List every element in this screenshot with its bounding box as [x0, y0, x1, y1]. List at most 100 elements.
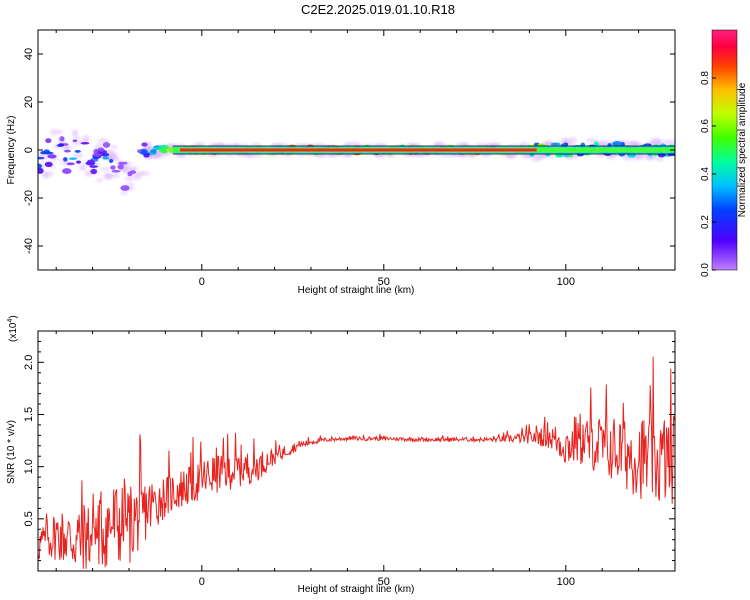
snr-frame: [37, 330, 676, 572]
heatmap-blob-mark: [66, 162, 75, 166]
heatmap-marks: [38, 129, 675, 195]
heatmap-halo-mark: [125, 182, 135, 187]
heatmap-halo-mark: [56, 129, 64, 135]
heatmap-blob-mark: [40, 151, 47, 155]
snr-y-tick-label: 1.5: [23, 407, 35, 422]
colorbar: 0.0 0.2 0.4 0.6 0.8 Normalized spectral ampl…: [700, 29, 748, 277]
heatmap-blob-mark: [110, 165, 116, 170]
heatmap-blob-mark: [92, 153, 101, 157]
heatmap-blob-mark: [62, 143, 69, 146]
heatmap-blob-mark: [137, 149, 142, 153]
heatmap-halo-mark: [655, 156, 664, 162]
heatmap-blob-mark: [120, 185, 130, 191]
heatmap-halo-mark: [139, 171, 151, 176]
heatmap-blob-mark: [102, 141, 111, 148]
snr-scale-prefix: (x10: [8, 322, 19, 342]
snr-x-tick-label: 50: [378, 576, 390, 588]
colorbar-tick-label: 0.0: [700, 263, 711, 277]
heatmap-y-tick-label: 40: [23, 48, 35, 60]
heatmap-blob-mark: [111, 169, 121, 173]
heatmap-blob-mark: [45, 138, 52, 144]
heatmap-x-tick-label: 50: [378, 276, 390, 288]
heatmap-halo-mark: [99, 167, 111, 171]
snr-x-tick-label: 100: [557, 576, 575, 588]
heatmap-halo-mark: [78, 164, 87, 171]
heatmap-band-core: [179, 148, 537, 152]
snr-y-tick-label: 1.0: [23, 459, 35, 474]
heatmap-blob-mark: [44, 161, 53, 167]
heatmap-blob-mark: [594, 141, 599, 145]
heatmap-blob-mark: [550, 142, 561, 146]
heatmap-halo-mark: [103, 172, 111, 180]
heatmap-blob-mark: [38, 156, 45, 160]
snr-panel: 0.5 1.0 1.5 2.0 0 50 100 Height of straight l…: [6, 315, 676, 595]
heatmap-x-label: Height of straight line (km): [298, 285, 415, 296]
heatmap-blob-mark: [76, 160, 82, 164]
heatmap-blob-mark: [58, 143, 65, 147]
snr-scale-note: (x104): [7, 315, 19, 342]
heatmap-panel: 40 20 0 -20 -40 0 50 100 Height of straight li…: [6, 29, 676, 296]
colorbar-tick-label: 0.6: [700, 119, 711, 133]
heatmap-blob-mark: [160, 149, 168, 154]
colorbar-tick-label: 0.8: [700, 71, 711, 85]
snr-x-ticks: 0 50 100: [55, 331, 676, 588]
heatmap-halo-mark: [72, 152, 83, 159]
heatmap-halo-mark: [71, 129, 78, 135]
heatmap-blob-mark: [38, 167, 44, 174]
heatmap-halo-mark: [131, 173, 142, 181]
chart-title: C2E2.2025.019.01.10.R18: [301, 2, 455, 17]
snr-x-label: Height of straight line (km): [298, 584, 415, 595]
colorbar-gradient: [711, 29, 738, 271]
heatmap-halo-mark: [73, 136, 81, 140]
heatmap-blob-mark: [127, 171, 133, 177]
heatmap-blob-mark: [89, 165, 98, 168]
heatmap-blob-mark: [64, 149, 71, 153]
heatmap-halo-mark: [531, 156, 542, 162]
heatmap-halo-mark: [128, 166, 140, 171]
heatmap-y-label: Frequency (Hz): [6, 116, 17, 185]
heatmap-blob-mark: [117, 164, 124, 170]
heatmap-halo-mark: [121, 166, 129, 174]
heatmap-blob-mark: [90, 168, 98, 175]
heatmap-blob-mark: [118, 161, 128, 165]
heatmap-halo-mark: [125, 176, 133, 182]
heatmap-x-ticks: 0 50 100: [55, 30, 676, 288]
heatmap-halo-mark: [649, 139, 662, 144]
heatmap-halo-mark: [635, 152, 645, 160]
colorbar-tick-label: 0.2: [700, 215, 711, 229]
heatmap-y-tick-label: 20: [23, 96, 35, 108]
heatmap-blob-mark: [68, 157, 78, 160]
snr-y-tick-label: 2.0: [23, 355, 35, 370]
heatmap-blob-mark: [38, 163, 43, 169]
heatmap-halo-mark: [585, 138, 596, 143]
heatmap-halo-mark: [60, 146, 73, 150]
heatmap-blob-mark: [59, 136, 65, 142]
snr-series-line: [38, 356, 675, 569]
heatmap-x-tick-label: 100: [557, 276, 575, 288]
heatmap-halo-mark: [120, 191, 128, 195]
heatmap-blob-mark: [100, 152, 110, 157]
snr-y-label: SNR (10 * v/v): [6, 420, 17, 484]
colorbar-ticks: 0.0 0.2 0.4 0.6 0.8: [700, 71, 716, 277]
heatmap-blob-mark: [97, 147, 105, 152]
heatmap-halo-mark: [111, 144, 118, 149]
heatmap-blob-mark: [102, 156, 110, 160]
snr-y-ticks: 0.5 1.0 1.5 2.0: [23, 340, 675, 562]
heatmap-halo-mark: [42, 171, 54, 177]
svg-text:(x104): (x104): [7, 315, 19, 342]
heatmap-halo-mark: [82, 135, 90, 142]
heatmap-blob-mark: [62, 168, 72, 175]
heatmap-blob-mark: [109, 158, 114, 163]
snr-scale-exponent: 4: [7, 319, 14, 323]
snr-y-tick-label: 0.5: [23, 511, 35, 526]
heatmap-y-tick-label: 0: [23, 147, 35, 153]
snr-scale-suffix: ): [8, 315, 19, 318]
colorbar-label: Normalized spectral amplitude: [737, 82, 748, 217]
snr-x-tick-label: 0: [199, 576, 205, 588]
heatmap-blob-mark: [157, 145, 166, 150]
heatmap-y-ticks: 40 20 0 -20 -40: [23, 48, 675, 254]
heatmap-halo-mark: [560, 137, 571, 145]
heatmap-blob-mark: [141, 142, 148, 147]
heatmap-halo-mark: [50, 129, 59, 136]
